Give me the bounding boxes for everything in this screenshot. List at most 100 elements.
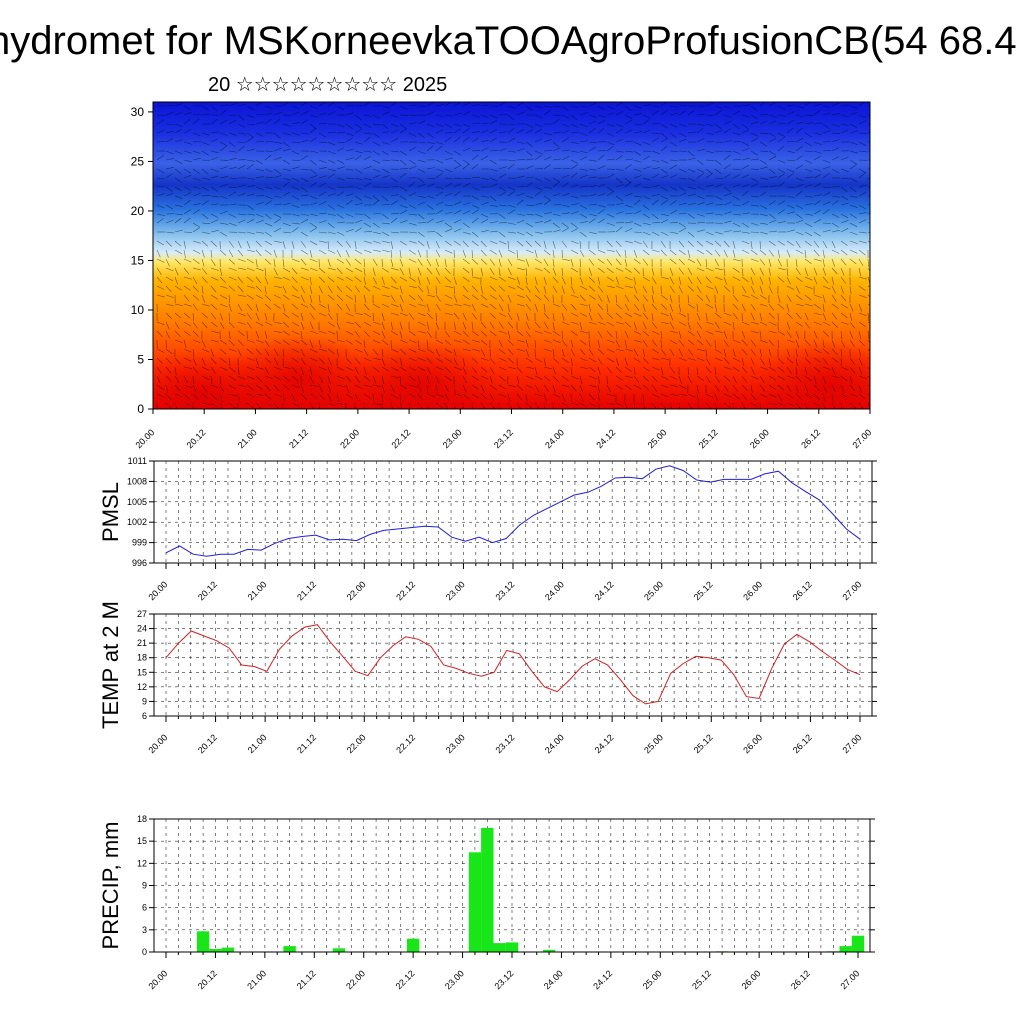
- wind-barb: [714, 240, 722, 247]
- wind-barb: [426, 204, 434, 210]
- wind-barb: [165, 267, 174, 272]
- wind-barb: [804, 150, 814, 152]
- wind-barb: [327, 141, 336, 146]
- wind-barb: [741, 148, 750, 152]
- wind-barb: [489, 137, 498, 143]
- wind-barb: [354, 294, 357, 304]
- wind-barb: [273, 276, 282, 279]
- wind-barb: [498, 366, 507, 371]
- wind-barb: [795, 155, 803, 161]
- wind-barb: [489, 366, 495, 374]
- wind-barb: [201, 200, 209, 206]
- wind-barb: [192, 186, 201, 189]
- wind-barb: [255, 176, 264, 179]
- y-axis-title: PRECIP, mm: [98, 822, 123, 950]
- wind-barb: [192, 222, 201, 228]
- wind-barb: [444, 285, 453, 288]
- wind-barb: [300, 348, 305, 357]
- wind-barb: [759, 159, 767, 165]
- wind-barb: [264, 200, 272, 206]
- wind-barb: [309, 182, 317, 188]
- wind-barb: [588, 249, 596, 255]
- wind-barb: [759, 285, 763, 294]
- wind-barb: [408, 294, 416, 301]
- wind-barb: [669, 285, 675, 293]
- wind-barb: [687, 177, 696, 182]
- wind-barb: [282, 258, 285, 267]
- wind-barb: [462, 222, 470, 228]
- wind-barb: [219, 393, 223, 402]
- wind-barb: [633, 175, 642, 179]
- wind-barb: [804, 285, 813, 289]
- x-tick-label: 20.00: [146, 968, 169, 991]
- wind-barb: [786, 229, 795, 233]
- wind-barb: [354, 203, 363, 206]
- wind-barb: [786, 240, 794, 246]
- wind-barb: [750, 339, 757, 347]
- wind-barb: [858, 276, 867, 280]
- y-tick-label: 1005: [127, 497, 147, 507]
- wind-barb: [210, 156, 219, 161]
- wind-barb: [606, 393, 615, 397]
- wind-barb: [561, 192, 570, 197]
- wind-barb: [327, 366, 332, 375]
- wind-barb: [183, 199, 191, 206]
- wind-barb: [300, 168, 309, 171]
- wind-barb: [507, 209, 516, 215]
- wind-barb: [624, 193, 633, 197]
- wind-barb: [282, 339, 290, 346]
- precip-bar: [468, 852, 482, 953]
- wind-barb: [300, 132, 309, 135]
- wind-barb: [390, 303, 399, 307]
- wind-barb: [561, 204, 570, 207]
- wind-barb: [534, 155, 542, 161]
- wind-barb: [759, 141, 767, 147]
- wind-barb: [264, 393, 272, 400]
- wind-barb: [381, 294, 390, 298]
- wind-barb: [732, 213, 741, 216]
- wind-barb: [174, 330, 181, 338]
- wind-barb: [354, 128, 363, 134]
- wind-barb: [390, 123, 399, 127]
- wind-barb: [642, 402, 645, 409]
- wind-barb: [651, 294, 654, 303]
- wind-barb: [561, 348, 565, 357]
- wind-barb: [750, 158, 759, 161]
- wind-barb: [813, 321, 822, 326]
- wind-barb: [777, 168, 786, 174]
- wind-barb: [165, 173, 173, 179]
- wind-barb: [570, 258, 574, 267]
- wind-barb: [183, 294, 190, 302]
- wind-barb: [390, 200, 398, 206]
- wind-barb: [345, 357, 352, 365]
- wind-barb: [264, 195, 273, 200]
- wind-barb: [435, 393, 444, 398]
- wind-barb: [777, 200, 785, 206]
- wind-barb: [345, 213, 354, 218]
- wind-barb: [516, 294, 525, 298]
- wind-barb: [435, 104, 444, 107]
- wind-barb: [174, 103, 183, 107]
- wind-barb: [759, 366, 768, 370]
- wind-barb: [507, 240, 509, 250]
- hotspot: [153, 350, 280, 409]
- wind-barb: [696, 159, 704, 166]
- wind-barb: [552, 229, 561, 233]
- wind-barb: [399, 150, 407, 156]
- wind-barb: [291, 312, 299, 318]
- wind-barb: [579, 294, 586, 302]
- wind-barb: [264, 366, 270, 375]
- wind-barb: [795, 348, 798, 357]
- wind-barb: [678, 402, 681, 409]
- wind-barb: [363, 357, 372, 362]
- wind-barb: [183, 141, 192, 145]
- wind-barb: [228, 384, 237, 390]
- wind-barb: [678, 321, 687, 326]
- wind-barb: [201, 339, 206, 348]
- wind-barb: [336, 147, 345, 152]
- wind-barb: [534, 384, 540, 393]
- wind-barb: [399, 186, 408, 192]
- precip-bar: [332, 948, 346, 952]
- wind-barb: [318, 267, 326, 274]
